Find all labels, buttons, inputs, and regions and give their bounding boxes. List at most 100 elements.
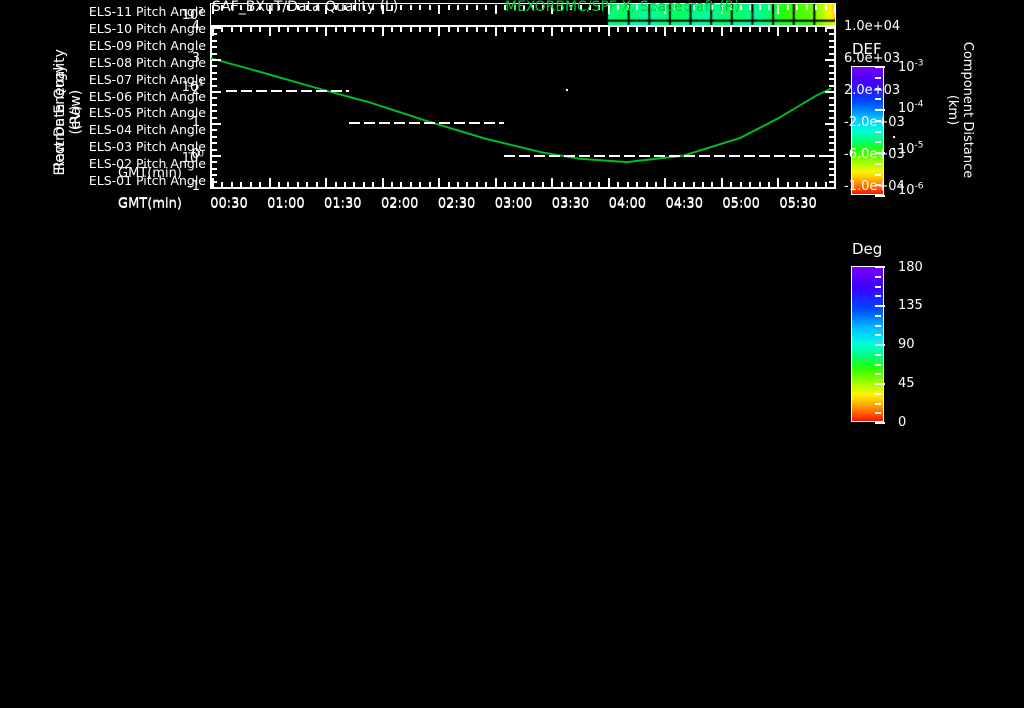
axis-tick <box>466 5 469 10</box>
axis-tick <box>296 27 299 32</box>
axis-tick <box>494 5 497 14</box>
axis-tick <box>588 182 591 187</box>
axis-tick <box>829 148 834 151</box>
axis-tick <box>447 182 450 187</box>
axis-tick <box>692 27 695 32</box>
panel3-y-axis-label-left: Raw Data Quality (Raw) <box>52 49 84 171</box>
axis-tick <box>683 182 686 187</box>
axis-tick <box>306 27 309 32</box>
axis-tick <box>815 5 818 10</box>
panel3-x-tick-labels: 00:30 01:00 01:30 02:00 02:30 03:00 03:30 04:00… <box>210 197 836 215</box>
data-quality-step <box>349 122 505 125</box>
axis-tick <box>353 5 356 10</box>
axis-tick <box>249 182 252 187</box>
axis-tick <box>212 161 217 164</box>
axis-tick <box>617 27 620 32</box>
axis-tick <box>212 59 221 61</box>
axis-tick <box>212 27 221 29</box>
axis-tick <box>212 174 217 177</box>
axis-tick <box>485 5 488 10</box>
axis-tick <box>645 27 648 32</box>
x-tick-label: 03:00 <box>494 197 533 212</box>
axis-tick <box>400 182 403 187</box>
axis-tick <box>513 5 516 10</box>
axis-tick <box>438 27 441 36</box>
panel2-category-label: ELS-08 Pitch Angle <box>88 54 206 70</box>
colorbar-tick <box>875 266 885 268</box>
axis-tick <box>268 178 271 187</box>
axis-tick <box>212 5 214 14</box>
panel2-category-label: ELS-09 Pitch Angle <box>88 38 206 54</box>
axis-tick <box>664 27 667 36</box>
axis-tick <box>796 27 799 32</box>
axis-tick <box>353 182 356 187</box>
panel1-ytick-2: 100 <box>181 149 204 166</box>
panel3-left-tick-label: 0 <box>191 147 200 162</box>
axis-tick <box>749 27 752 32</box>
colorbar-tick <box>875 98 881 100</box>
axis-tick <box>617 5 620 10</box>
axis-tick <box>626 27 629 32</box>
panel3-data-quality-steps <box>211 26 895 188</box>
axis-tick <box>673 182 676 187</box>
axis-tick <box>636 5 639 10</box>
axis-tick <box>829 180 834 183</box>
x-tick-label: 02:00 <box>380 197 419 212</box>
axis-tick <box>240 27 243 32</box>
x-tick-label: 02:30 <box>437 197 476 212</box>
axis-tick <box>268 5 271 14</box>
axis-tick <box>277 27 280 32</box>
axis-tick <box>296 5 299 10</box>
panel2-x-axis-label: GMT(min) <box>118 196 182 211</box>
axis-tick <box>654 27 657 32</box>
panel1-colorbar-label-1: 10-4 <box>898 99 924 116</box>
panel1-ytick-0: 102 <box>181 6 204 23</box>
axis-tick <box>702 182 705 187</box>
axis-tick <box>829 135 834 138</box>
colorbar-tick <box>875 344 885 346</box>
panel3-right-tick-label: -2.0e+03 <box>844 115 905 130</box>
axis-tick <box>654 5 657 10</box>
axis-tick <box>825 123 834 125</box>
x-tick-label: 04:30 <box>665 197 703 212</box>
x-tick-label: 01:30 <box>324 196 362 211</box>
panel2-category-label: ELS-02 Pitch Angle <box>88 155 206 171</box>
axis-tick <box>551 27 554 36</box>
axis-tick <box>786 5 789 10</box>
axis-tick <box>829 116 834 119</box>
axis-tick <box>720 5 723 14</box>
axis-tick <box>362 5 365 10</box>
axis-tick <box>438 178 441 187</box>
axis-tick <box>315 182 318 187</box>
axis-tick <box>541 5 544 10</box>
axis-tick <box>815 27 818 32</box>
axis-tick <box>829 97 834 100</box>
axis-tick <box>475 27 478 32</box>
axis-tick <box>749 5 752 10</box>
axis-tick <box>457 5 460 10</box>
axis-tick <box>457 182 460 187</box>
axis-tick <box>277 182 280 187</box>
colorbar-tick <box>875 383 885 385</box>
axis-tick <box>570 5 573 10</box>
panel3-left-tick-label: 4 <box>191 19 200 34</box>
axis-tick <box>372 182 375 187</box>
axis-tick <box>805 5 808 10</box>
axis-tick <box>475 182 478 187</box>
axis-tick <box>805 27 808 32</box>
axis-tick <box>749 182 752 187</box>
axis-tick <box>334 182 337 187</box>
panel3-right-tick-label: 2.0e+03 <box>844 83 901 98</box>
panel3-right-tick-label: -6.0e+03 <box>844 147 905 162</box>
colorbar-tick <box>875 373 881 375</box>
axis-tick <box>409 182 412 187</box>
axis-tick <box>212 91 221 93</box>
axis-tick <box>287 182 290 187</box>
panel2-colorbar-label-2: 90 <box>898 337 915 352</box>
stray-marker <box>893 136 895 138</box>
panel3-left-tick-label: 2 <box>191 83 200 98</box>
axis-tick <box>796 5 799 10</box>
panel-data-quality: SAF_BXuT/Data Quality (L) MEXORBMC/SPF X… <box>0 0 1024 230</box>
panel3-left-tick-label: 1 <box>191 115 200 130</box>
axis-tick <box>513 27 516 32</box>
